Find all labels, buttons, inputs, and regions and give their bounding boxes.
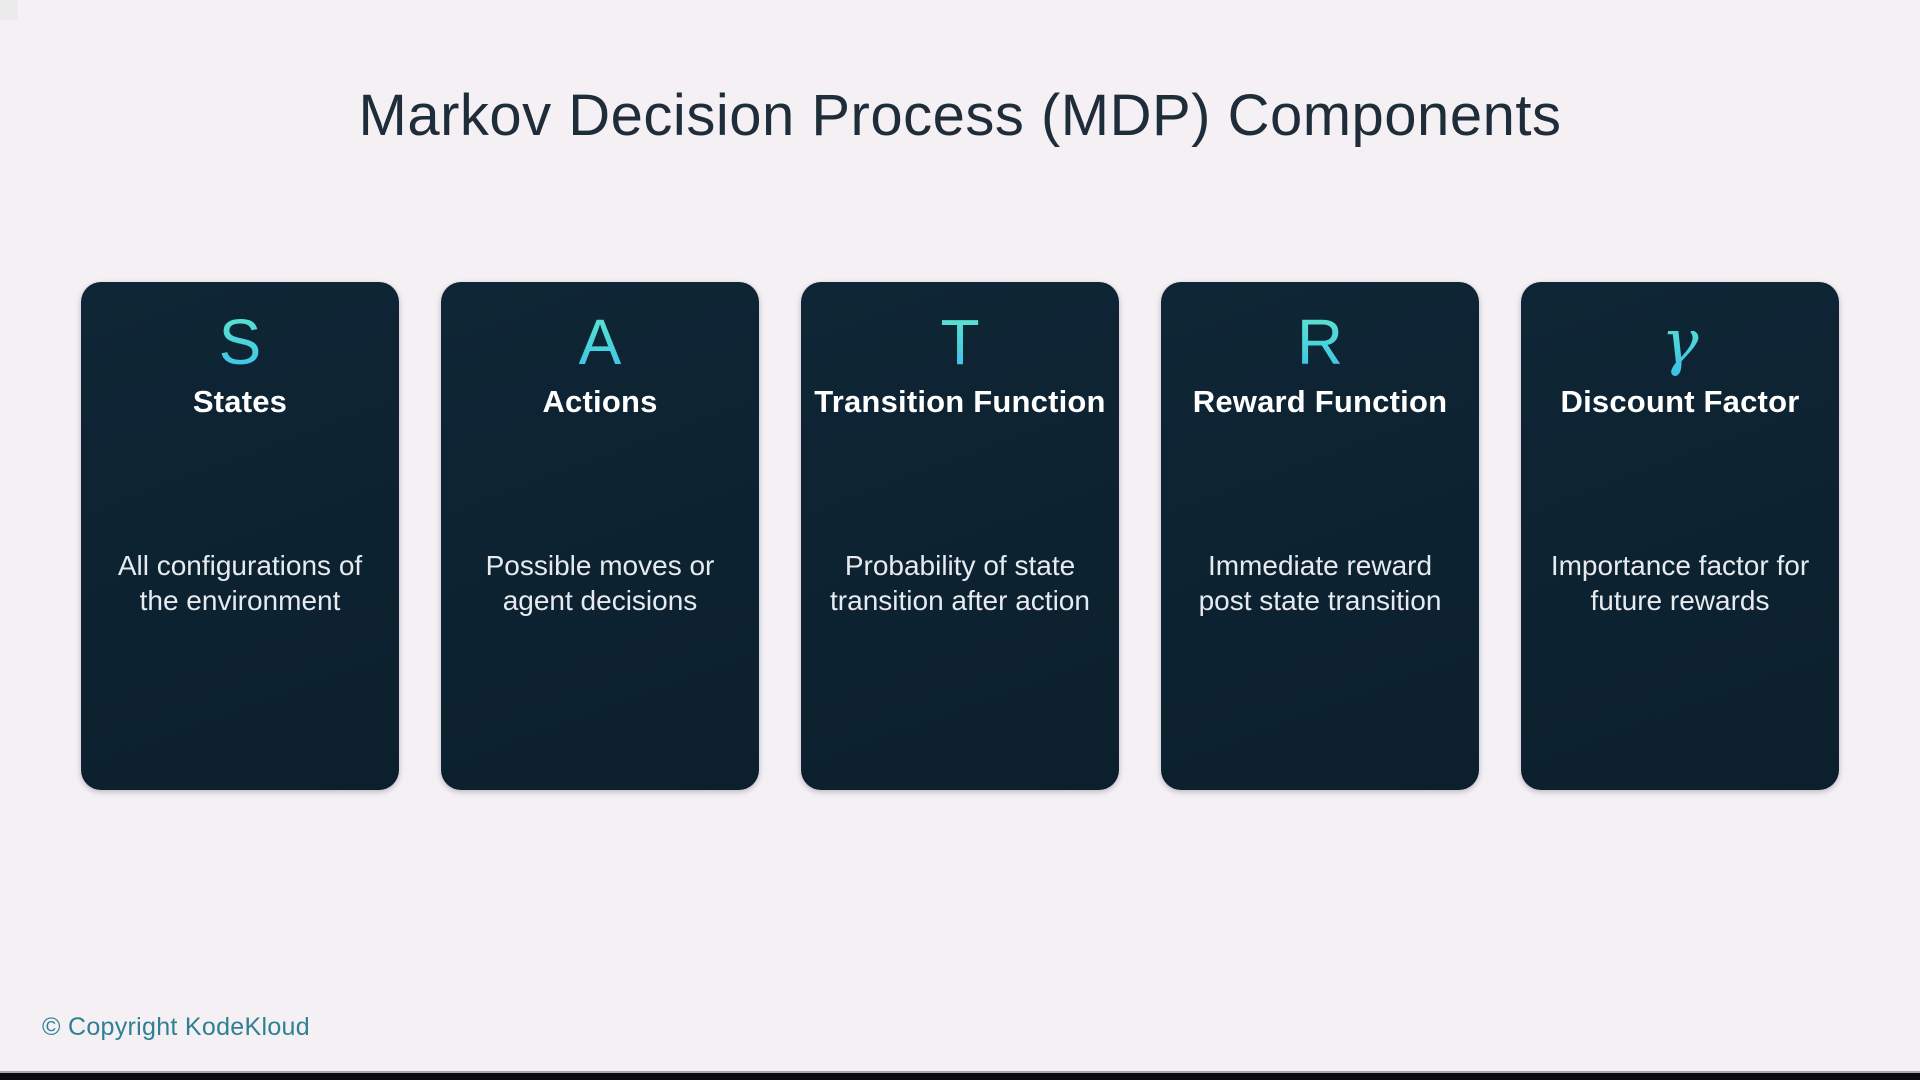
card-description: All configurations of the environment xyxy=(117,550,363,616)
top-left-artifact xyxy=(0,0,18,20)
card-title: Actions xyxy=(542,384,658,419)
card-description: Importance factor for future rewards xyxy=(1550,550,1810,616)
transition-symbol: T xyxy=(940,306,980,378)
card-title: Reward Function xyxy=(1192,384,1448,419)
mdp-components-row: S States All configurations of the envir… xyxy=(0,282,1920,790)
card-reward-function: R Reward Function Immediate reward post … xyxy=(1161,282,1479,790)
card-title: Discount Factor xyxy=(1560,384,1800,419)
card-description: Probability of state transition after ac… xyxy=(830,550,1090,616)
gamma-symbol: γ xyxy=(1661,305,1699,378)
card-title: States xyxy=(192,384,288,419)
card-title: Transition Function xyxy=(814,384,1106,419)
copyright-notice: © Copyright KodeKloud xyxy=(42,1013,310,1041)
reward-symbol: R xyxy=(1296,306,1344,378)
card-actions: A Actions Possible moves or agent decisi… xyxy=(441,282,759,790)
card-transition-function: T Transition Function Probability of sta… xyxy=(801,282,1119,790)
card-description: Immediate reward post state transition xyxy=(1198,550,1442,616)
actions-symbol: A xyxy=(578,306,622,378)
letterbox-bar xyxy=(0,1071,1920,1080)
card-description: Possible moves or agent decisions xyxy=(485,550,715,616)
states-symbol: S xyxy=(218,306,262,378)
card-discount-factor: γ Discount Factor Importance factor for … xyxy=(1521,282,1839,790)
page-title: Markov Decision Process (MDP) Components xyxy=(358,83,1562,148)
card-states: S States All configurations of the envir… xyxy=(81,282,399,790)
